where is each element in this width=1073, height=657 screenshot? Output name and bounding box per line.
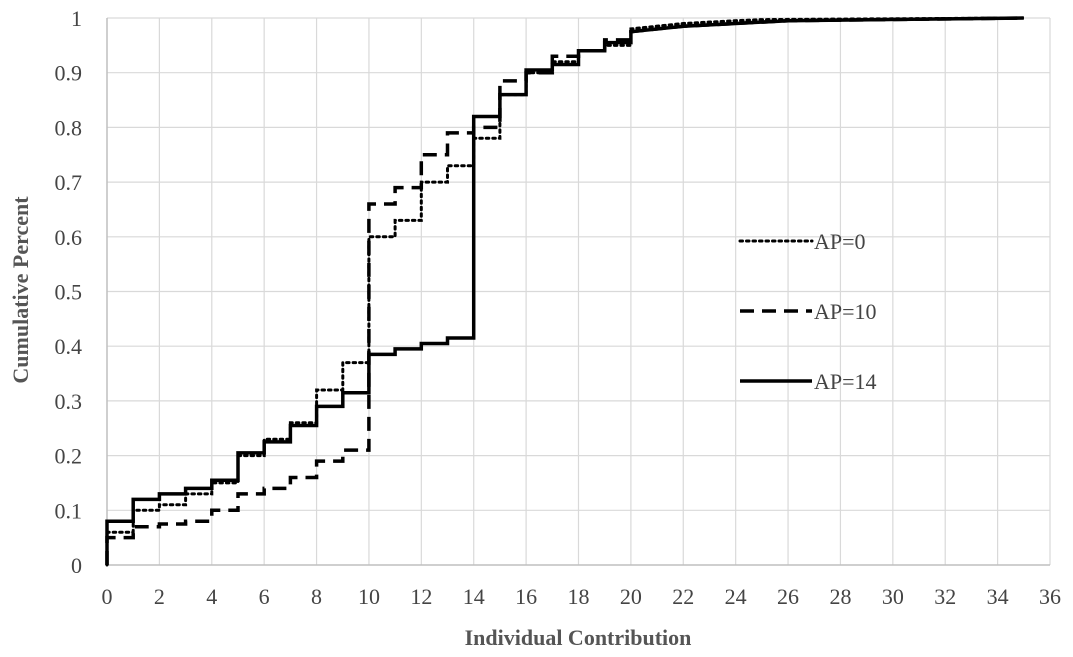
legend-label: AP=10 (814, 299, 877, 324)
y-tick-label: 0.3 (55, 389, 83, 414)
x-tick-label: 26 (777, 584, 799, 609)
y-tick-label: 1 (71, 6, 82, 31)
axes (106, 18, 1050, 566)
y-tick-label: 0.5 (55, 280, 83, 305)
x-tick-label: 0 (102, 584, 113, 609)
x-tick-label: 30 (882, 584, 904, 609)
y-tick-label: 0.8 (55, 115, 83, 140)
y-tick-label: 0.7 (55, 170, 83, 195)
legend-label: AP=14 (814, 369, 877, 394)
y-tick-label: 0.2 (55, 444, 83, 469)
x-tick-label: 10 (358, 584, 380, 609)
x-tick-label: 16 (515, 584, 537, 609)
y-tick-label: 0.1 (55, 498, 83, 523)
x-tick-label: 14 (463, 584, 485, 609)
y-tick-label: 0 (71, 553, 82, 578)
tick-labels: 0 2 4 6 8 10 12 14 16 18 20 22 24 26 28 30 32 34 3600.10.2… (55, 6, 1062, 609)
x-tick-label: 28 (829, 584, 851, 609)
legend-label: AP=0 (814, 229, 866, 254)
x-tick-label: 8 (311, 584, 322, 609)
x-axis-title: Individual Contribution (465, 625, 692, 650)
y-tick-label: 0.4 (55, 334, 83, 359)
x-tick-label: 36 (1039, 584, 1061, 609)
x-tick-label: 12 (410, 584, 432, 609)
x-tick-label: 22 (672, 584, 694, 609)
x-tick-label: 20 (620, 584, 642, 609)
x-tick-label: 34 (987, 584, 1009, 609)
series-line-ap-14 (105, 16, 1024, 565)
y-tick-label: 0.6 (55, 225, 83, 250)
series-lines (105, 16, 1026, 567)
series-line-ap-0 (105, 16, 1026, 567)
x-tick-label: 2 (154, 584, 165, 609)
x-tick-label: 6 (259, 584, 270, 609)
y-axis-title: Cumulative Percent (8, 196, 33, 384)
x-tick-label: 4 (206, 584, 217, 609)
x-tick-label: 32 (934, 584, 956, 609)
x-tick-label: 24 (725, 584, 747, 609)
gridlines (107, 17, 1051, 565)
legend: AP=0 AP=10 AP=14 (738, 229, 877, 394)
x-tick-label: 18 (568, 584, 590, 609)
y-tick-label: 0.9 (55, 61, 83, 86)
